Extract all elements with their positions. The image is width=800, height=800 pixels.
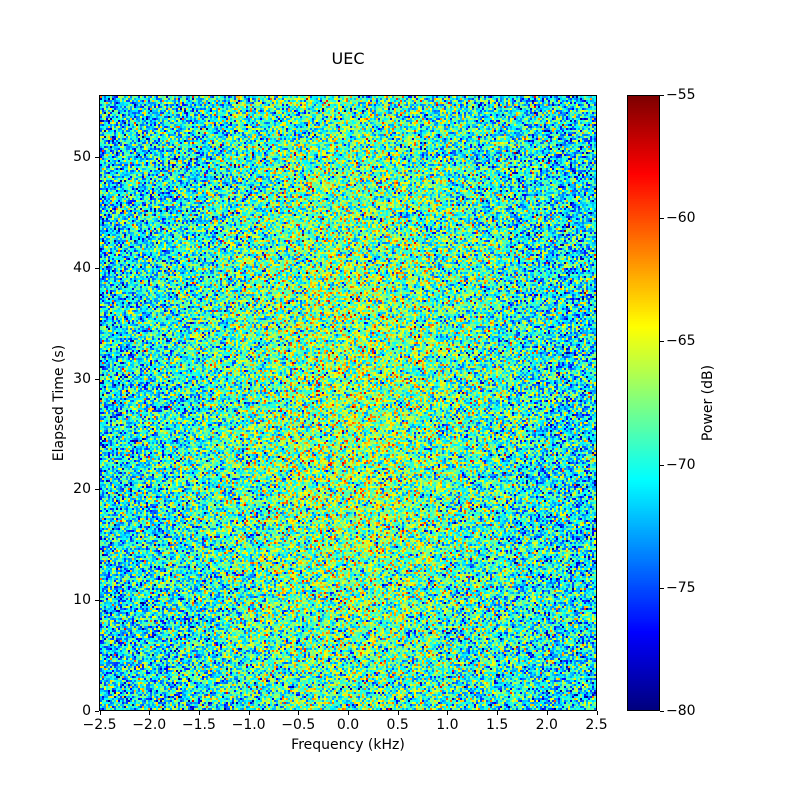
x-tick	[397, 711, 399, 715]
y-tick	[95, 600, 99, 602]
colorbar-tick-label: −55	[666, 87, 696, 103]
spectrogram-heatmap	[100, 96, 596, 710]
x-tick	[248, 711, 250, 715]
x-tick	[149, 711, 151, 715]
x-tick-label: −2.5	[82, 717, 117, 733]
colorbar-tick-label: −65	[666, 333, 696, 350]
colorbar-tick-label: −75	[666, 579, 696, 596]
x-tick-label: −2.0	[132, 717, 167, 733]
x-tick-label: 1.0	[436, 717, 459, 733]
y-axis-label: Elapsed Time (s)	[51, 344, 67, 462]
x-tick-label: −1.5	[181, 717, 216, 733]
x-axis-label: Frequency (kHz)	[291, 737, 405, 753]
plot-title: UEC	[331, 49, 365, 69]
colorbar-tick-label: −70	[666, 456, 696, 473]
spectrogram-plot-area	[99, 95, 597, 711]
y-tick-label: 20	[73, 481, 91, 498]
y-tick	[95, 267, 99, 269]
colorbar-tick-label: −80	[666, 703, 696, 719]
colorbar-tick	[660, 95, 664, 96]
x-tick	[99, 711, 101, 715]
x-tick	[497, 711, 499, 715]
x-tick	[348, 711, 349, 715]
colorbar-tick	[660, 464, 664, 466]
x-tick-label: −1.0	[231, 717, 266, 733]
colorbar-label: Power (dB)	[700, 364, 716, 442]
colorbar-tick	[660, 711, 664, 712]
colorbar	[627, 95, 660, 711]
x-tick	[596, 711, 598, 715]
x-tick-label: 2.5	[585, 717, 608, 733]
x-tick-label: 2.0	[535, 717, 558, 733]
colorbar-tick	[660, 218, 664, 220]
x-tick-label: 0.0	[336, 717, 360, 733]
x-tick	[198, 711, 200, 715]
x-tick-label: 0.5	[386, 717, 409, 733]
y-tick	[95, 157, 99, 159]
x-tick	[546, 711, 548, 715]
y-tick-label: 50	[73, 149, 91, 166]
y-tick-label: 30	[73, 370, 91, 387]
x-tick-label: 1.5	[485, 717, 509, 733]
x-tick	[447, 711, 449, 715]
colorbar-gradient	[628, 96, 659, 710]
y-tick	[95, 378, 99, 380]
colorbar-tick	[660, 587, 664, 589]
y-tick-label: 10	[73, 592, 91, 609]
y-tick-label: 0	[82, 703, 91, 719]
y-tick	[95, 711, 99, 712]
colorbar-tick	[660, 341, 664, 343]
y-tick-label: 40	[73, 259, 91, 276]
colorbar-tick-label: −60	[666, 210, 696, 227]
y-tick	[95, 489, 99, 491]
x-tick	[298, 711, 300, 715]
x-tick-label: −0.5	[281, 717, 316, 733]
